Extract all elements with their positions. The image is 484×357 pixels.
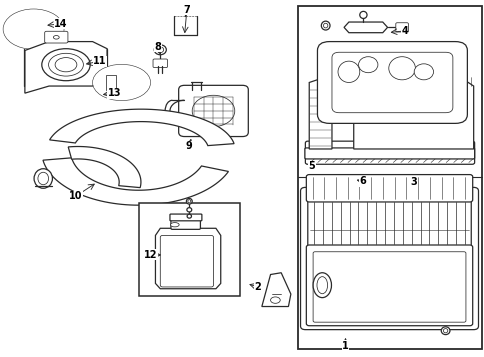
Ellipse shape [19,20,48,39]
Text: 6: 6 [358,176,365,186]
FancyBboxPatch shape [306,245,472,326]
Ellipse shape [96,67,147,98]
Polygon shape [43,158,228,205]
FancyBboxPatch shape [307,198,470,248]
Polygon shape [353,77,473,149]
Text: 13: 13 [107,88,121,98]
FancyBboxPatch shape [313,252,465,322]
Ellipse shape [187,214,191,218]
Ellipse shape [3,9,64,49]
FancyBboxPatch shape [153,59,167,67]
Ellipse shape [101,70,142,95]
Ellipse shape [186,198,192,204]
Text: 1: 1 [341,341,348,351]
Text: 14: 14 [54,19,68,29]
Ellipse shape [187,200,190,203]
Text: 4: 4 [400,26,407,36]
FancyBboxPatch shape [305,141,474,164]
Ellipse shape [10,14,57,45]
Text: 11: 11 [93,56,106,66]
Ellipse shape [321,21,329,30]
FancyBboxPatch shape [170,218,200,229]
Ellipse shape [192,95,234,127]
Ellipse shape [92,64,151,101]
Bar [138,203,240,296]
Ellipse shape [108,74,135,91]
Ellipse shape [34,169,52,188]
Ellipse shape [14,16,53,42]
Text: 10: 10 [69,191,82,201]
FancyBboxPatch shape [169,214,201,221]
Ellipse shape [24,23,43,36]
Polygon shape [155,228,220,289]
Ellipse shape [337,61,359,82]
Ellipse shape [442,328,447,333]
Ellipse shape [42,49,90,81]
Ellipse shape [103,71,139,94]
Ellipse shape [170,223,179,227]
FancyBboxPatch shape [306,175,472,202]
FancyBboxPatch shape [317,41,467,124]
Ellipse shape [440,327,449,335]
Text: 12: 12 [144,250,157,260]
Ellipse shape [313,273,331,298]
Ellipse shape [38,172,48,185]
Ellipse shape [270,297,280,303]
Text: 3: 3 [410,177,417,187]
Ellipse shape [53,36,59,39]
FancyBboxPatch shape [395,23,408,32]
Text: 5: 5 [308,161,315,171]
Ellipse shape [157,47,163,52]
FancyBboxPatch shape [331,52,452,113]
Polygon shape [343,22,387,33]
Text: 7: 7 [183,5,190,15]
FancyBboxPatch shape [45,31,68,43]
Text: 9: 9 [185,141,192,151]
Polygon shape [25,41,107,93]
Ellipse shape [113,77,130,88]
Ellipse shape [359,11,366,19]
Polygon shape [49,109,234,146]
Ellipse shape [413,64,433,80]
Polygon shape [309,79,331,149]
Ellipse shape [48,53,83,76]
Ellipse shape [388,57,414,80]
Text: 2: 2 [254,282,261,292]
Bar [106,75,116,90]
Ellipse shape [186,208,191,212]
Ellipse shape [7,11,60,47]
Ellipse shape [154,45,166,55]
Ellipse shape [55,57,76,72]
Polygon shape [261,273,290,307]
Ellipse shape [317,277,327,294]
Bar [298,6,481,349]
FancyBboxPatch shape [178,85,248,136]
Ellipse shape [358,57,377,73]
FancyBboxPatch shape [160,235,213,287]
Ellipse shape [323,23,327,28]
Text: 8: 8 [154,42,161,52]
Polygon shape [68,146,141,188]
FancyBboxPatch shape [304,148,474,159]
FancyBboxPatch shape [300,187,478,330]
